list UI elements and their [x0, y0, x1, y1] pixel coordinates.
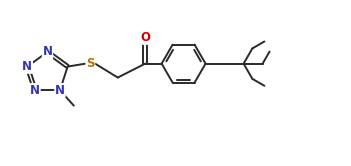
Text: N: N — [55, 84, 65, 97]
Text: N: N — [42, 45, 52, 58]
Text: S: S — [86, 57, 94, 70]
Text: N: N — [22, 60, 32, 73]
Text: N: N — [30, 84, 40, 97]
Text: O: O — [140, 31, 150, 44]
